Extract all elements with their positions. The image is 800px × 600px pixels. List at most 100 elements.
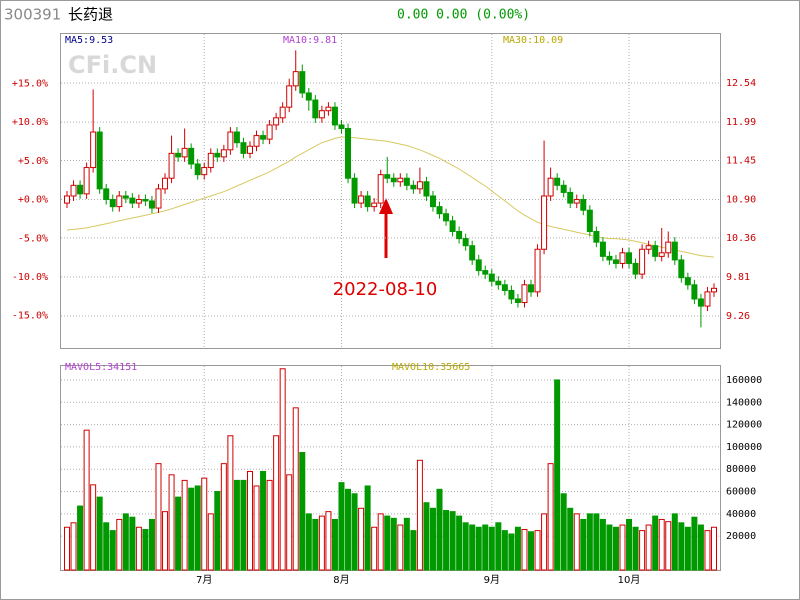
tick-label: 60000 [726, 487, 756, 498]
volume-bar [168, 474, 175, 571]
volume-bar [148, 518, 155, 571]
candle-body [162, 177, 169, 190]
candle-body [606, 255, 613, 261]
candle-body [338, 124, 345, 129]
candle-body [64, 195, 70, 204]
volume-bar [64, 526, 70, 571]
volume-bar [83, 429, 90, 571]
volume-bar [645, 524, 652, 571]
candle-body [227, 131, 234, 151]
volume-bar [514, 526, 521, 571]
candle-body [632, 262, 639, 275]
volume-bar [397, 524, 404, 571]
candle-body [612, 259, 619, 264]
volume-bar [351, 493, 358, 571]
volume-bar [573, 513, 580, 571]
candle-body [514, 298, 521, 304]
candle-body [573, 199, 580, 204]
candle-body [116, 195, 123, 208]
candle-body [351, 177, 358, 204]
volume-bar [299, 451, 306, 571]
candle-body [194, 163, 201, 176]
candle-body [70, 184, 77, 197]
volume-bar [175, 496, 182, 571]
legend-entry: MAVOL10:35665 [392, 362, 470, 373]
candle-body [508, 289, 515, 300]
tick-label: 20000 [726, 531, 756, 542]
volume-bar [214, 491, 221, 571]
tick-label: -15.0% [12, 311, 48, 322]
volume-bar [194, 485, 201, 571]
candle-body [77, 184, 84, 195]
volume-bar [207, 513, 214, 571]
candle-body [436, 206, 443, 215]
volume-bar [240, 479, 247, 571]
volume-bar [227, 435, 234, 571]
volume-bar [671, 513, 678, 571]
candle-body [201, 167, 208, 176]
candle-body [475, 259, 482, 272]
volume-bar [416, 459, 423, 571]
candle-body [122, 195, 129, 199]
candle-body [220, 149, 227, 158]
candle-body [528, 284, 535, 293]
stock-name: 长药退 [68, 6, 113, 24]
volume-panel [60, 365, 721, 571]
candle-body [652, 245, 659, 257]
tick-label: 10.90 [726, 195, 756, 206]
candle-body [142, 199, 149, 202]
legend-entry: MAVOL5:34151 [65, 362, 137, 373]
candle-body [214, 152, 221, 158]
legend-entry: MA5:9.53 [65, 35, 113, 46]
volume-bar [665, 521, 672, 571]
candle-body [619, 252, 626, 264]
tick-label: 9.81 [726, 272, 750, 283]
volume-bar [678, 522, 685, 571]
candle-body [155, 188, 162, 209]
volume-bar [162, 511, 169, 571]
candle-body [645, 245, 652, 250]
volume-bar [266, 479, 273, 571]
legend-entry: MA10:9.81 [283, 35, 337, 46]
volume-bar [345, 488, 352, 571]
volume-bar [116, 518, 123, 571]
tick-label: -5.0% [18, 233, 48, 244]
candle-body [521, 284, 528, 304]
candle-body [691, 284, 698, 300]
volume-bar [534, 530, 541, 571]
candle-body [371, 202, 378, 208]
candle-body [416, 181, 423, 190]
volume-bar [246, 470, 253, 571]
candle-body [260, 135, 267, 140]
volume-bar [684, 526, 691, 571]
candle-body [684, 277, 691, 286]
candle-body [711, 287, 717, 293]
quote: 0.00 0.00 (0.00%) [397, 8, 530, 23]
volume-bar [103, 522, 110, 571]
x-tick-label: 7月 [196, 574, 212, 586]
volume-bar [142, 528, 149, 571]
volume-bar [188, 487, 195, 571]
candle-body [318, 110, 325, 119]
volume-bar [612, 526, 619, 571]
candle-body [443, 213, 450, 222]
tick-label: 11.45 [726, 155, 756, 166]
volume-bar [521, 528, 528, 571]
candle-body [403, 177, 410, 186]
candle-body [671, 241, 678, 261]
candle-body [697, 298, 704, 307]
candle-body [109, 199, 116, 208]
tick-label: +10.0% [12, 117, 48, 128]
candle-body [410, 184, 417, 190]
candle-body [90, 131, 97, 169]
volume-bar [109, 530, 116, 571]
volume-bar [436, 488, 443, 571]
volume-bar [567, 507, 574, 571]
volume-bar [77, 505, 84, 571]
volume-bar [619, 524, 626, 571]
volume-bar [456, 515, 463, 571]
candle-body [273, 117, 280, 126]
tick-label: 10.36 [726, 233, 756, 244]
candle-body [449, 220, 456, 232]
